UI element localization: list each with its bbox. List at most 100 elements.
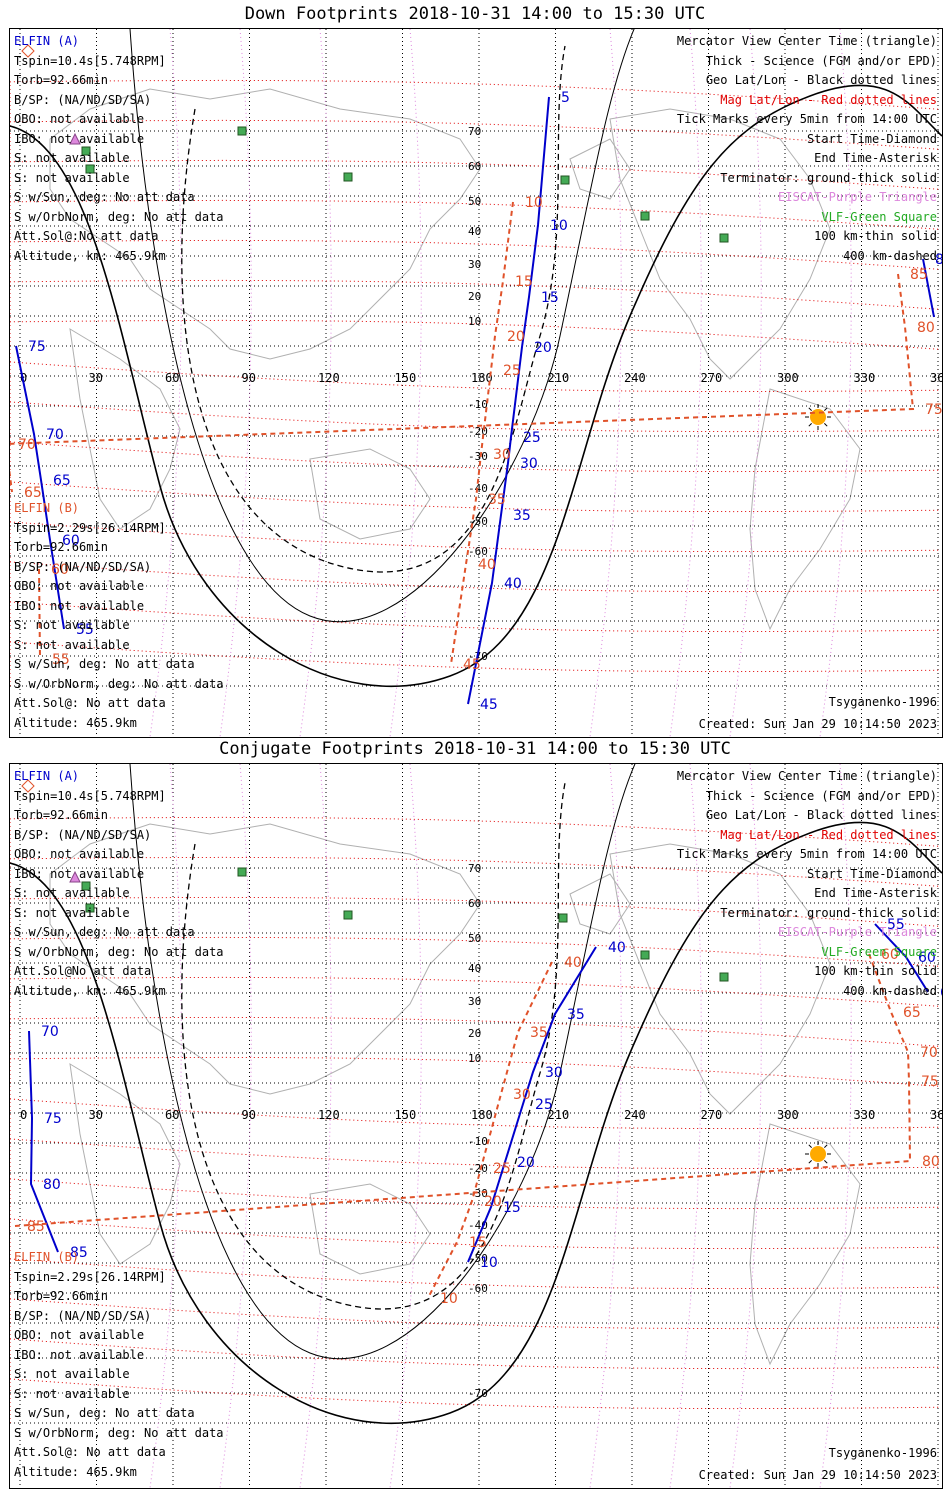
sun-marker [805,1141,831,1167]
lat-label: 30 [468,995,481,1008]
elfin-a-track-2-tick-label: 70 [46,427,64,443]
vlf-square [81,881,91,891]
elfin-a-info-line: IBO: not available [14,131,145,146]
land-outline [69,1063,181,1265]
geo-grid [10,29,942,737]
lon-label: 330 [854,1108,876,1122]
elfin-b-info-line: S: not available [14,1386,130,1401]
geo-grid [10,764,942,1488]
elfin-b-track-2-tick-label: 60 [51,562,69,578]
lon-label: 120 [318,371,340,385]
lon-label: 60 [165,371,179,385]
lon-label: 210 [548,1108,570,1122]
elfin-a-track-tick-label: 40 [504,576,522,592]
legend-line: End Time-Asterisk [814,886,937,900]
legend-line: Mag Lat/Lon - Red dotted lines [720,827,937,842]
elfin-a-info-line: B/SP: (NA/ND/SD/SA) [14,92,152,107]
lon-label: 90 [242,371,256,385]
elfin-a-track: 5 10 15 20 25 30 35 40 45 [467,90,570,713]
elfin-b-track-tick-label: 40 [478,557,496,573]
vlf-square [343,910,353,920]
lat-label: 70 [468,125,481,138]
mag-meridian [219,764,252,1488]
elfin-a-track-3-tick-label: 75 [44,1111,62,1127]
legend-line: 100 km-thin solid [814,964,937,978]
mag-meridian [389,29,422,737]
legend-line: EISCAT-Purple Triangle [778,190,937,204]
lon-label: 30 [89,1108,103,1122]
legend-line: Mercator View Center Time (triangle) [676,769,937,783]
elfin-a-track-2-tick-label: 55 [76,622,94,638]
sun-marker [805,404,831,430]
elfin-b-track-2-tick-label: 70 [920,1045,938,1061]
sun-disc [810,1146,826,1162]
elfin-b-info-line: Altitude: 465.9km [14,715,137,730]
elfin-b-track-tick-label: 15 [515,274,533,290]
land-outline [309,448,431,540]
elfin-b-track-3-tick-label: 80 [917,320,935,336]
elfin-b-track-tick-label: 35 [530,1025,548,1041]
elfin-b-info-line: Altitude: 465.9km [14,1464,137,1479]
elfin-a-track-tick-label: 10 [550,218,568,234]
lon-label: 210 [548,371,570,385]
vlf-square [85,903,95,913]
legend-line: 400 km-dashed [843,248,937,263]
lon-label: 180 [471,371,493,385]
elfin-a-track-tick-label: 45 [480,697,498,713]
terminator-lines [10,29,942,687]
sun-disc [810,409,826,425]
elfin-a-track-tick-label: 25 [523,430,541,446]
legend-line: Geo Lat/Lon - Black dotted lines [705,808,937,822]
elfin-a-name: ELFIN (A) [14,769,80,783]
elfin-b-info-line: Torb=92.66min [14,540,108,554]
lat-label: 50 [468,932,481,945]
elfin-b-track-2: 60 65 70 75 80 85 [14,947,940,1235]
elfin-b-track-3-tick-label: 70 [18,437,36,453]
elfin-b-track-tick-label: 40 [564,955,582,971]
elfin-b-name: ELFIN (B) [14,501,80,515]
mag-latitude-line [10,441,941,486]
elfin-a-track-3-tick-label: 80 [43,1177,61,1193]
elfin-a-info-line: S: not available [14,886,130,900]
legend-line: Mag Lat/Lon - Red dotted lines [720,92,937,107]
elfin-a-info-line: Altitude, km: 465.9km [14,983,166,998]
elfin-a-track-tick-label: 30 [545,1065,563,1081]
mag-latitude-line [10,1178,941,1223]
elfin-b-track-tick-label: 20 [507,329,525,345]
elfin-a-info-line: S w/Sun, deg: No att data [14,925,195,939]
land-outline [309,1183,431,1275]
elfin-b-track-tick-label: 10 [440,1291,458,1307]
elfin-b-info-line: Tspin=2.29s[26.14RPM] [14,520,166,535]
elfin-b-info-line: Att.Sol@: No att data [14,696,166,710]
land-outline [609,108,831,380]
lat-label: 40 [468,225,481,238]
elfin-b-track-3-tick-label: 75 [925,402,942,418]
vlf-stations [81,867,729,982]
elfin-b-track-3-line [10,273,915,493]
mag-meridian [819,29,852,737]
elfin-a-track-tick-label: 10 [480,1255,498,1271]
elfin-b-info-line: S: not available [14,1367,130,1381]
vlf-square [558,913,568,923]
elfin-b-track-2-line [14,953,912,1227]
elfin-a-track-tick-label: 20 [534,340,552,356]
elfin-b-track: 10 15 20 25 30 35 40 45 [450,195,543,673]
lat-label: 60 [468,897,481,910]
bottom-panel-title: Conjugate Footprints 2018-10-31 14:00 to… [219,739,731,759]
elfin-a-track-3-tick-label: 85 [70,1245,88,1261]
legend-line: Thick - Science (FGM and/or EPD) [705,788,937,803]
lon-label: 0 [20,1108,27,1122]
elfin-a-info-line: OBO: not available [14,112,145,126]
elfin-b-track-tick-label: 10 [525,195,543,211]
elfin-a-track-3-line [922,258,935,318]
down-footprints-panel: 0306090120150180210240270300330360706050… [9,28,943,738]
sun-ray [808,1160,812,1164]
elfin-a-info-line: S w/OrbNorm, deg: No att data [14,944,224,959]
elfin-a-track-3: 70 75 80 85 [28,1024,88,1261]
sun-ray [824,1144,828,1148]
elfin-a-info-line: Tspin=10.4s[5.748RPM] [14,53,166,68]
elfin-a-info-line: OBO: not available [14,847,145,861]
eiscat-triangle [69,132,81,145]
legend-line: Thick - Science (FGM and/or EPD) [705,53,937,68]
elfin-b-info-line: B/SP: (NA/ND/SD/SA) [14,1308,152,1323]
